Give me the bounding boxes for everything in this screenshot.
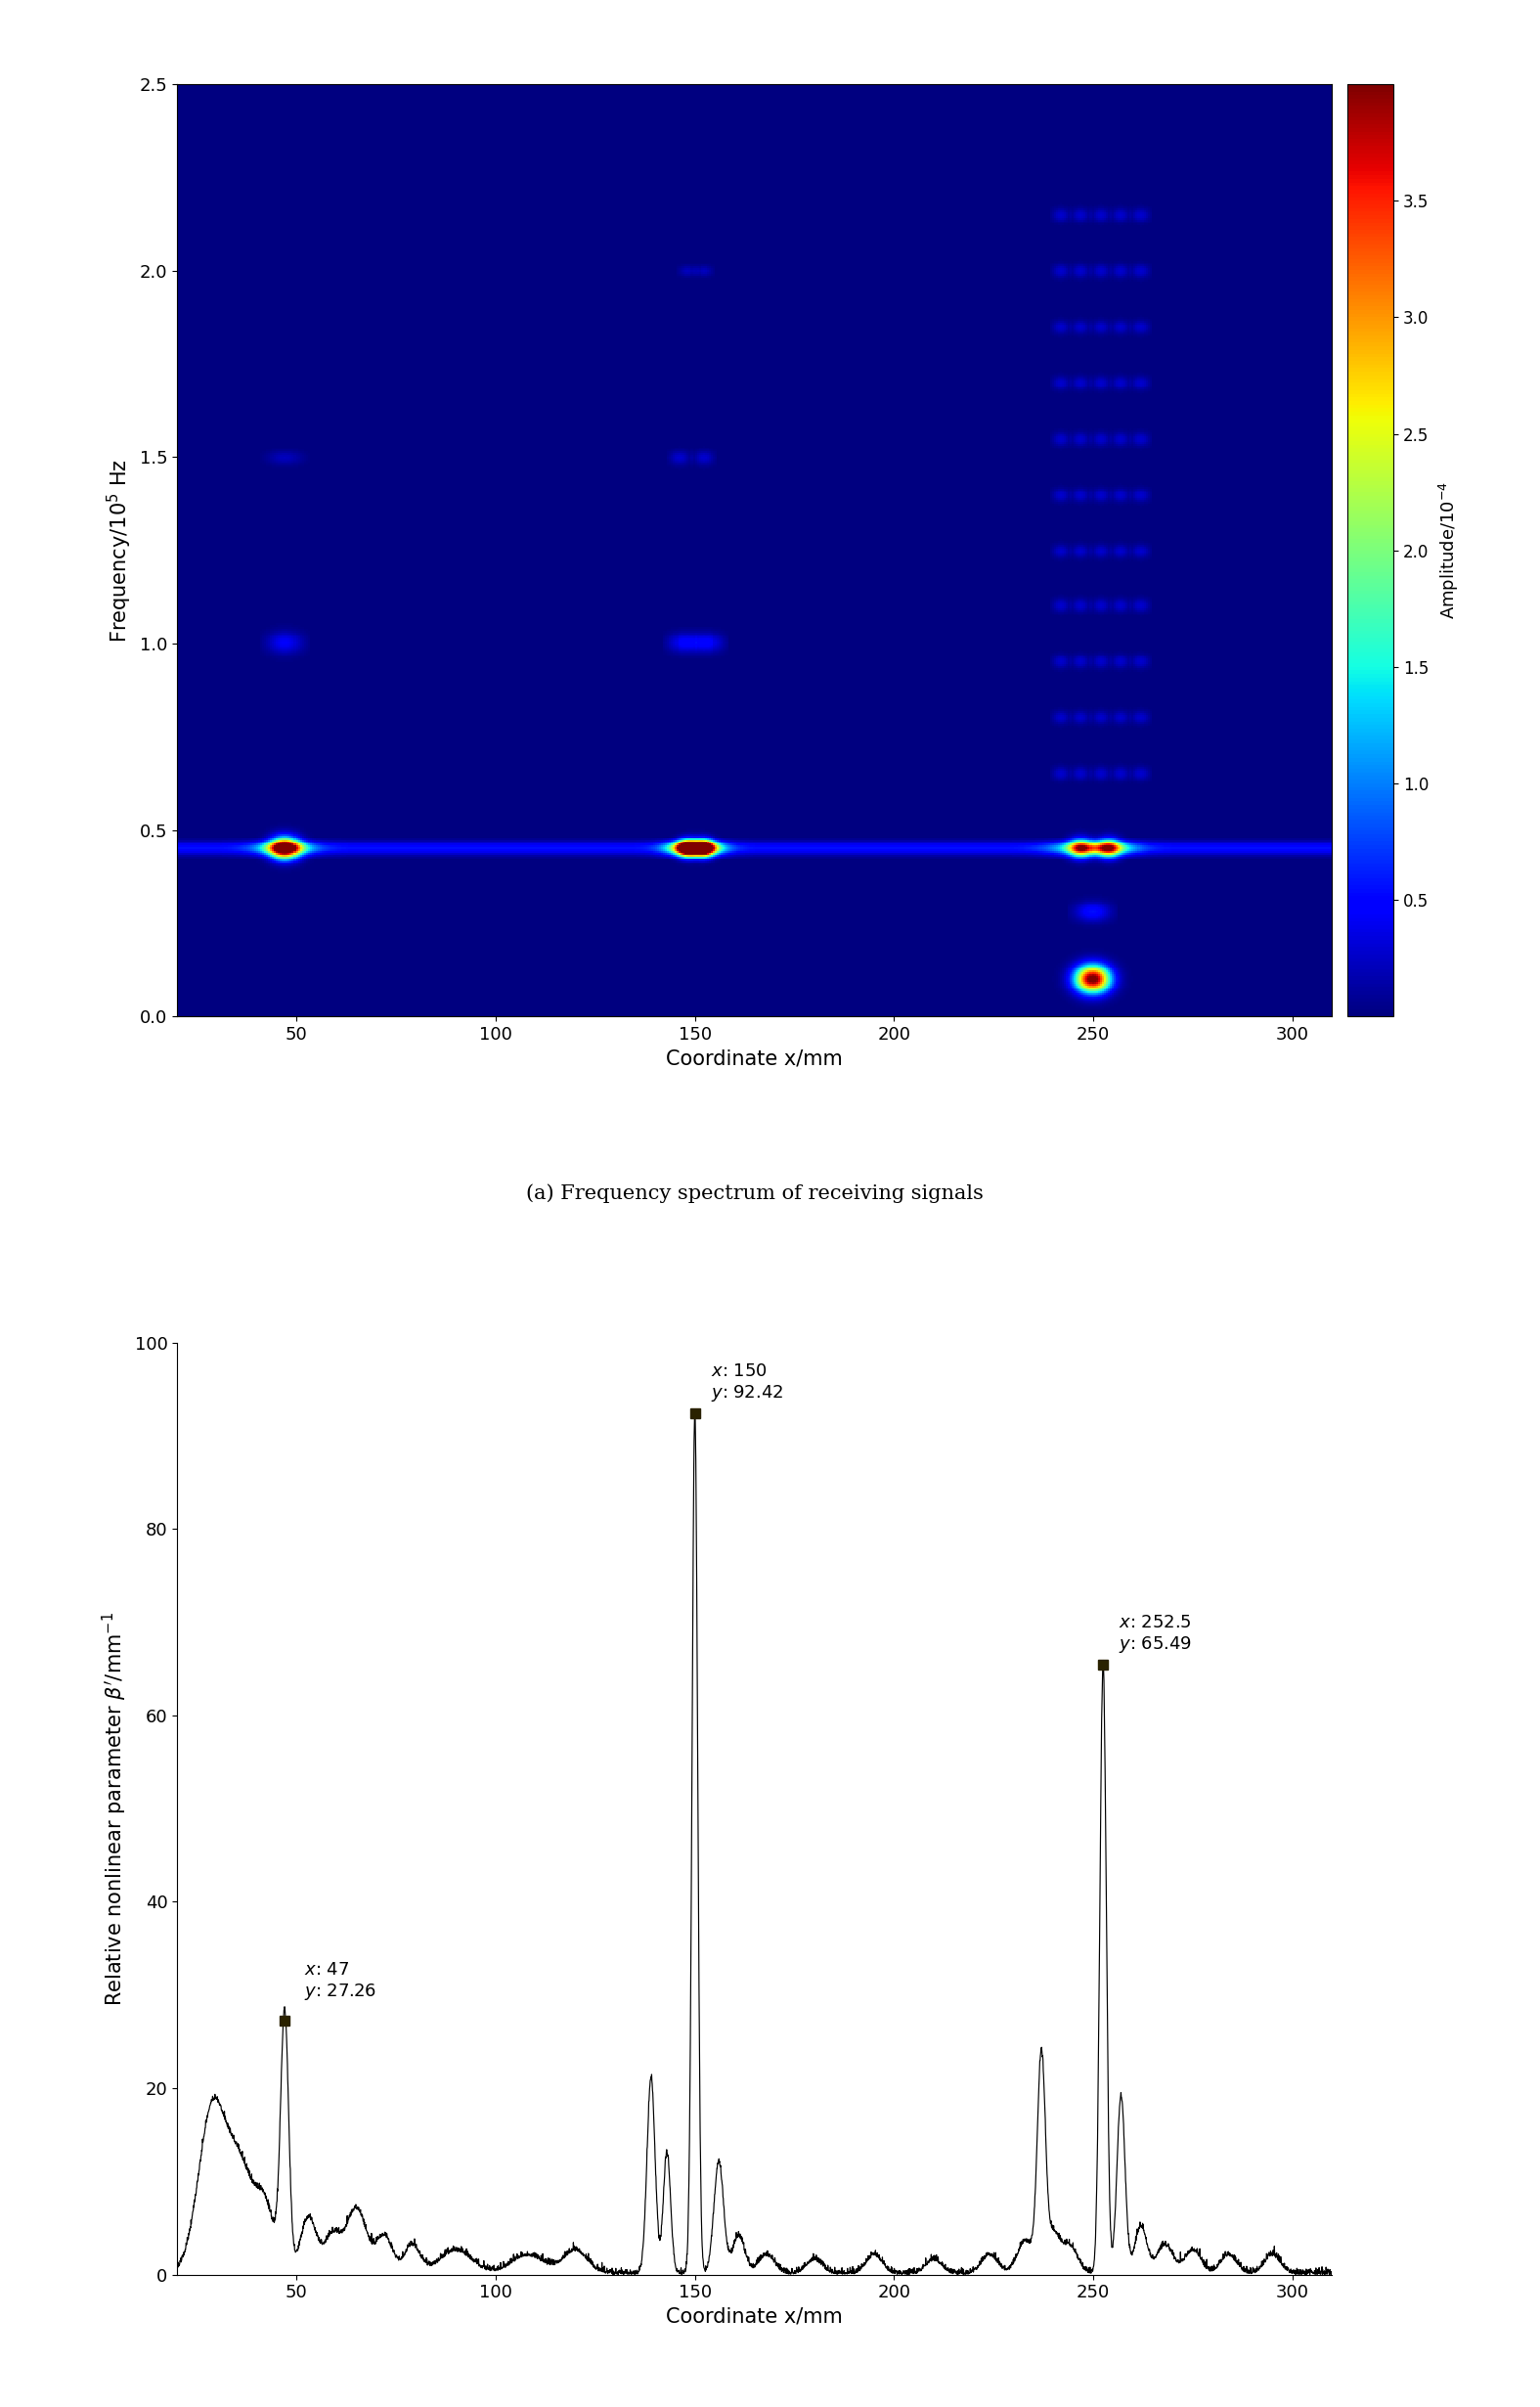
Y-axis label: Relative nonlinear parameter $\beta'$/mm$^{-1}$: Relative nonlinear parameter $\beta'$/mm… [100,1613,129,2005]
X-axis label: Coordinate x/mm: Coordinate x/mm [667,2308,842,2328]
Text: (a) Frequency spectrum of receiving signals: (a) Frequency spectrum of receiving sign… [525,1184,984,1204]
Text: $x$: 150
$y$: 92.42: $x$: 150 $y$: 92.42 [711,1362,784,1403]
Y-axis label: Frequency/10$^5$ Hz: Frequency/10$^5$ Hz [106,457,134,643]
X-axis label: Coordinate x/mm: Coordinate x/mm [667,1049,842,1069]
Text: $x$: 47
$y$: 27.26: $x$: 47 $y$: 27.26 [305,1962,377,2003]
Y-axis label: Amplitude/10$^{-4}$: Amplitude/10$^{-4}$ [1437,481,1461,619]
Text: $x$: 252.5
$y$: 65.49: $x$: 252.5 $y$: 65.49 [1120,1613,1192,1656]
